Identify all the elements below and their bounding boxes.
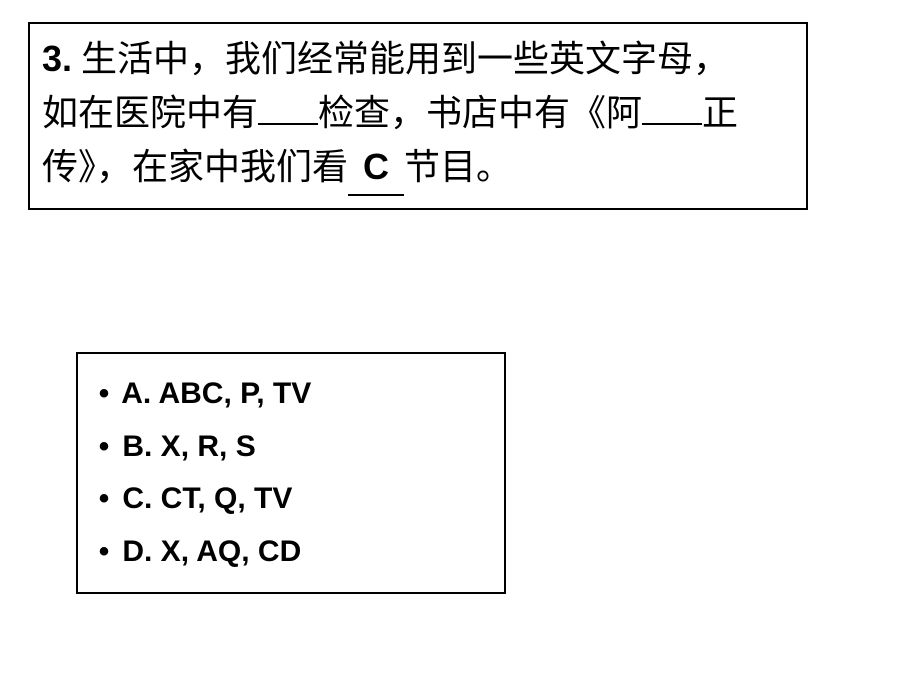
question-number: 3. (42, 38, 72, 79)
question-text-3: 检查，书店中有《阿 (318, 93, 642, 133)
option-c[interactable]: • C. CT, Q, TV (94, 473, 488, 526)
option-a[interactable]: • A. ABC, P, TV (94, 368, 488, 421)
option-d[interactable]: • D. X, AQ, CD (94, 526, 488, 579)
option-b-label: B. X, R, S (122, 430, 255, 463)
bullet-icon: • (94, 526, 114, 579)
blank-2 (642, 89, 702, 125)
question-text-5: 节目。 (404, 147, 512, 187)
option-c-label: C. CT, Q, TV (122, 482, 292, 515)
blank-3-filled: C (348, 140, 404, 196)
option-a-label: A. ABC, P, TV (121, 377, 311, 410)
question-text-1: 生活中，我们经常能用到一些英文字母， (72, 39, 729, 79)
question-container: 3. 生活中，我们经常能用到一些英文字母， 如在医院中有检查，书店中有《阿正传》… (28, 22, 808, 210)
bullet-icon: • (94, 421, 114, 474)
bullet-icon: • (94, 368, 114, 421)
question-text-2: 如在医院中有 (42, 93, 258, 133)
option-d-label: D. X, AQ, CD (122, 535, 301, 568)
options-container: • A. ABC, P, TV • B. X, R, S • C. CT, Q,… (76, 352, 506, 594)
blank-1 (258, 89, 318, 125)
option-b[interactable]: • B. X, R, S (94, 421, 488, 474)
bullet-icon: • (94, 473, 114, 526)
